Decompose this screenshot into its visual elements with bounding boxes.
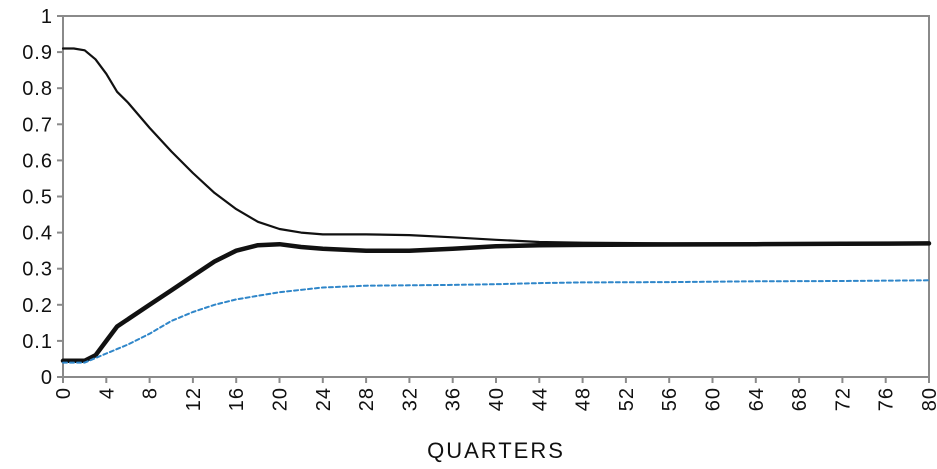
- x-tick-label: 8: [140, 387, 162, 399]
- series-line-thick-black: [60, 241, 932, 364]
- x-tick-label: 4: [96, 387, 118, 399]
- x-tick-label: 60: [703, 387, 725, 411]
- x-tick-label: 64: [746, 387, 768, 411]
- y-tick-label: 0.2: [22, 295, 53, 317]
- y-tick-label: 0.1: [22, 331, 53, 353]
- series-line-thin-black: [61, 47, 931, 245]
- y-tick-label: 1: [41, 6, 53, 28]
- x-tick-label: 44: [529, 387, 551, 411]
- x-tick-label: 0: [53, 387, 75, 399]
- x-tick-label: 16: [226, 387, 248, 411]
- y-tick-label: 0.6: [22, 150, 53, 172]
- x-tick-label: 48: [573, 387, 595, 411]
- plot-area-frame: [62, 15, 930, 378]
- y-tick-label: 0: [41, 367, 53, 389]
- x-tick-label: 80: [919, 387, 937, 411]
- x-tick-label: 68: [789, 387, 811, 411]
- y-tick-label: 0.4: [22, 223, 53, 245]
- y-tick-label: 0.7: [22, 114, 53, 136]
- x-tick-label: 56: [659, 387, 681, 411]
- series-line-dashed-blue: [62, 279, 930, 364]
- x-tick-label: 12: [183, 387, 205, 411]
- x-axis-title: QUARTERS: [427, 438, 565, 463]
- y-tick-label: 0.9: [22, 42, 53, 64]
- y-tick-label: 0.8: [22, 78, 53, 100]
- x-tick-label: 20: [270, 387, 292, 411]
- x-tick-label: 52: [616, 387, 638, 411]
- x-tick-label: 76: [876, 387, 898, 411]
- x-tick-label: 32: [399, 387, 421, 411]
- x-tick-label: 36: [443, 387, 465, 411]
- x-tick-label: 72: [832, 387, 854, 411]
- y-tick-label: 0.5: [22, 187, 53, 209]
- x-tick-label: 24: [313, 387, 335, 411]
- y-tick-label: 0.3: [22, 259, 53, 281]
- x-tick-label: 28: [356, 387, 378, 411]
- x-tick-label: 40: [486, 387, 508, 411]
